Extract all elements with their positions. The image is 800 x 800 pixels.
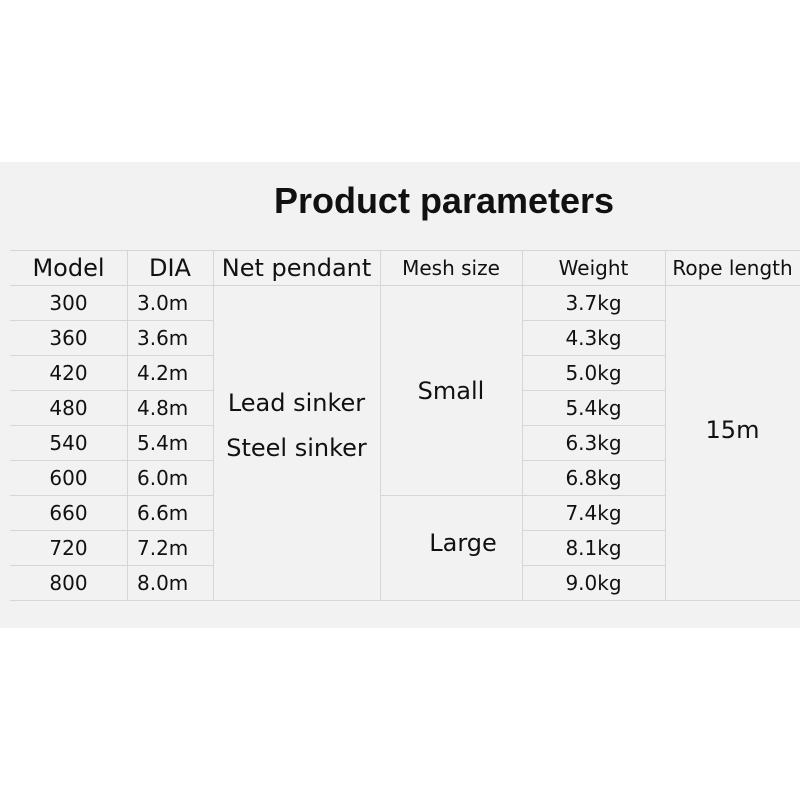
mesh-divider	[380, 495, 522, 496]
dia-cell: 5.4m	[137, 430, 189, 455]
column-divider	[380, 250, 381, 600]
weight-cell: 7.4kg	[565, 500, 622, 525]
row-divider	[10, 320, 213, 321]
header-mesh-size: Mesh size	[402, 255, 500, 280]
row-divider	[10, 355, 213, 356]
row-divider	[522, 390, 665, 391]
model-cell: 540	[49, 430, 88, 455]
mesh-size-large: Large	[429, 528, 497, 557]
header-model: Model	[32, 253, 105, 282]
header-net-pendant: Net pendant	[221, 253, 372, 282]
model-cell: 720	[49, 535, 88, 560]
row-divider	[10, 390, 213, 391]
mesh-size-small: Small	[417, 376, 485, 405]
weight-cell: 6.3kg	[565, 430, 622, 455]
row-divider	[522, 530, 665, 531]
column-divider	[665, 250, 666, 600]
row-divider	[10, 460, 213, 461]
dia-cell: 6.6m	[137, 500, 189, 525]
table-bottom-line	[10, 600, 800, 601]
model-cell: 660	[49, 500, 88, 525]
dia-cell: 4.2m	[137, 360, 189, 385]
weight-cell: 6.8kg	[565, 465, 622, 490]
weight-cell: 5.0kg	[565, 360, 622, 385]
net-pendant-steel: Steel sinker	[226, 433, 367, 462]
weight-cell: 5.4kg	[565, 395, 622, 420]
weight-cell: 9.0kg	[565, 570, 622, 595]
model-cell: 360	[49, 325, 88, 350]
header-top-line	[10, 250, 800, 251]
header-rope-length: Rope length	[672, 255, 793, 280]
dia-cell: 4.8m	[137, 395, 189, 420]
dia-cell: 7.2m	[137, 535, 189, 560]
dia-cell: 6.0m	[137, 465, 189, 490]
page-title: Product parameters	[273, 180, 615, 221]
row-divider	[10, 425, 213, 426]
header-weight: Weight	[558, 255, 629, 280]
weight-cell: 4.3kg	[565, 325, 622, 350]
row-divider	[522, 320, 665, 321]
row-divider	[522, 355, 665, 356]
model-cell: 300	[49, 290, 88, 315]
model-cell: 420	[49, 360, 88, 385]
row-divider	[522, 565, 665, 566]
net-pendant-lead: Lead sinker	[227, 388, 366, 417]
weight-cell: 3.7kg	[565, 290, 622, 315]
row-divider	[10, 530, 213, 531]
row-divider	[10, 565, 213, 566]
model-cell: 800	[49, 570, 88, 595]
column-divider	[213, 250, 214, 600]
rope-length-value: 15m	[705, 415, 760, 444]
row-divider	[522, 425, 665, 426]
header-dia: DIA	[149, 253, 191, 282]
row-divider	[522, 495, 665, 496]
weight-cell: 8.1kg	[565, 535, 622, 560]
dia-cell: 3.6m	[137, 325, 189, 350]
model-cell: 600	[49, 465, 88, 490]
dia-cell: 8.0m	[137, 570, 189, 595]
dia-cell: 3.0m	[137, 290, 189, 315]
background-band	[0, 162, 800, 628]
model-cell: 480	[49, 395, 88, 420]
row-divider	[522, 460, 665, 461]
row-divider	[10, 495, 213, 496]
header-bottom-line	[10, 285, 800, 286]
